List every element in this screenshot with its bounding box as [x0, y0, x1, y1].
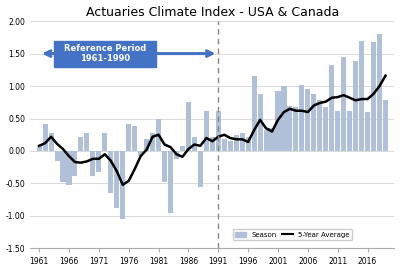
Bar	[359, 41, 364, 151]
Bar	[204, 111, 209, 151]
Bar	[132, 126, 137, 151]
Bar	[353, 61, 358, 151]
Bar	[168, 151, 173, 213]
Bar	[48, 133, 54, 151]
Bar	[276, 91, 280, 151]
Bar	[162, 151, 167, 182]
Bar	[347, 111, 352, 151]
Bar	[305, 89, 310, 151]
Bar	[102, 133, 107, 151]
Bar	[252, 76, 257, 151]
Bar	[234, 135, 239, 151]
Bar	[270, 128, 274, 151]
Bar	[78, 137, 84, 151]
Bar	[60, 151, 66, 182]
Bar	[66, 151, 72, 185]
Bar	[138, 151, 143, 156]
Bar	[216, 111, 221, 151]
Bar	[210, 137, 215, 151]
Bar	[282, 86, 286, 151]
Bar	[156, 119, 161, 151]
Bar	[186, 102, 191, 151]
Legend: Season, 5-Year Average: Season, 5-Year Average	[232, 229, 352, 240]
Bar	[246, 137, 251, 151]
Bar	[198, 151, 203, 187]
Bar	[311, 94, 316, 151]
Bar	[72, 151, 78, 176]
Bar	[228, 141, 233, 151]
Bar	[120, 151, 125, 219]
Bar	[317, 100, 322, 151]
Bar	[54, 151, 60, 161]
Bar	[240, 133, 245, 151]
Bar	[174, 151, 179, 159]
Bar	[371, 42, 376, 151]
Bar	[329, 65, 334, 151]
Bar	[126, 124, 131, 151]
Bar	[192, 137, 197, 151]
Bar	[42, 124, 48, 151]
Bar	[293, 107, 298, 151]
Text: Reference Period
1961-1990: Reference Period 1961-1990	[64, 44, 146, 63]
Bar	[341, 57, 346, 151]
Bar	[299, 85, 304, 151]
Bar	[264, 130, 268, 151]
Bar	[150, 133, 155, 151]
Bar	[335, 111, 340, 151]
Bar	[108, 151, 113, 193]
Bar	[323, 107, 328, 151]
Bar	[365, 112, 370, 151]
FancyBboxPatch shape	[54, 41, 156, 67]
Title: Actuaries Climate Index - USA & Canada: Actuaries Climate Index - USA & Canada	[86, 5, 339, 18]
Bar	[36, 146, 42, 151]
Bar	[84, 133, 90, 151]
Bar	[288, 106, 292, 151]
Bar	[180, 146, 185, 151]
Bar	[222, 139, 227, 151]
Bar	[144, 139, 149, 151]
Bar	[114, 151, 119, 208]
Bar	[90, 151, 96, 176]
Bar	[383, 100, 388, 151]
Bar	[258, 94, 263, 151]
Bar	[377, 34, 382, 151]
Bar	[96, 151, 101, 172]
